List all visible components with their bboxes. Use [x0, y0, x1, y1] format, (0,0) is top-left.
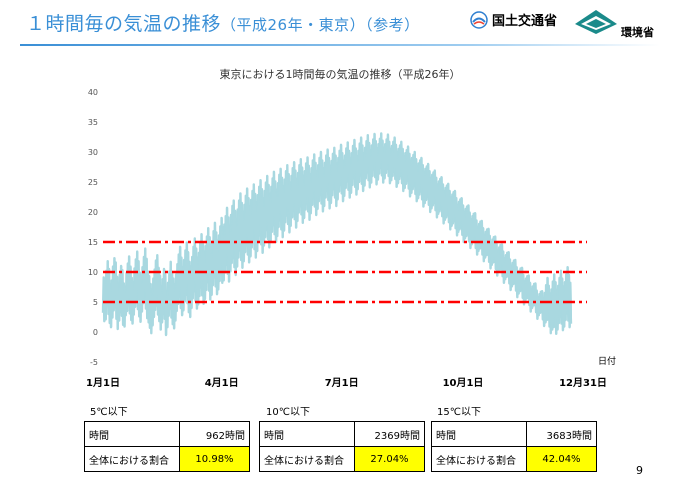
table-row: 時間 962時間 — [84, 421, 250, 447]
stat-table-15c: 時間 3683時間 全体における割合 42.04% — [431, 421, 597, 472]
mlit-logo-text: 国土交通省 — [492, 14, 558, 29]
x-tick-label: 10月1日 — [443, 377, 484, 389]
page-number: 9 — [636, 464, 643, 477]
y-tick-label: 35 — [88, 118, 98, 127]
y-tick-label: 20 — [88, 208, 98, 217]
stat-label: 時間 — [84, 421, 180, 447]
stat-heading-5c: 5℃以下 — [90, 407, 128, 418]
stat-percent: 10.98% — [179, 446, 250, 472]
stat-label: 時間 — [259, 421, 355, 447]
y-tick-label: 15 — [88, 238, 98, 247]
temperature-series — [101, 132, 573, 337]
x-axis: 1月1日 4月1日 7月1日 10月1日 12月31日 — [86, 377, 607, 389]
moe-logo-text: 環境省 — [621, 26, 654, 39]
stat-percent: 27.04% — [354, 446, 425, 472]
y-tick-label: 10 — [88, 268, 98, 277]
table-row: 全体における割合 27.04% — [259, 446, 425, 472]
stat-label: 全体における割合 — [259, 446, 355, 472]
reference-lines — [103, 240, 587, 304]
stat-value: 2369時間 — [354, 421, 425, 447]
chart-title: 東京における1時間毎の気温の推移（平成26年） — [220, 67, 461, 81]
stat-label: 全体における割合 — [84, 446, 180, 472]
stat-value: 962時間 — [179, 421, 250, 447]
x-tick-label: 12月31日 — [559, 377, 607, 389]
stat-heading-10c: 10℃以下 — [266, 407, 310, 418]
temperature-chart: 東京における1時間毎の気温の推移（平成26年） -5 0 5 10 15 20 25 30 35… — [86, 67, 616, 389]
table-row: 全体における割合 42.04% — [431, 446, 597, 472]
mlit-logo: 国土交通省 — [470, 10, 557, 29]
y-tick-label: 5 — [93, 298, 98, 307]
stat-table-5c: 時間 962時間 全体における割合 10.98% — [84, 421, 250, 472]
y-tick-label: 25 — [88, 178, 98, 187]
slide-title-sub: （平成26年・東京）（参考） — [221, 16, 420, 34]
stat-label: 全体における割合 — [431, 446, 527, 472]
stat-percent: 42.04% — [526, 446, 597, 472]
stat-heading-15c: 15℃以下 — [437, 407, 481, 418]
x-tick-label: 4月1日 — [205, 377, 239, 389]
table-row: 全体における割合 10.98% — [84, 446, 250, 472]
x-tick-label: 1月1日 — [86, 377, 120, 389]
y-tick-label: 40 — [88, 88, 98, 97]
mlit-emblem-icon — [470, 10, 488, 29]
y-tick-label: 0 — [93, 328, 98, 337]
y-tick-label: -5 — [90, 358, 98, 367]
stat-table-10c: 時間 2369時間 全体における割合 27.04% — [259, 421, 425, 472]
stat-value: 3683時間 — [526, 421, 597, 447]
slide-title: １時間毎の気温の推移（平成26年・東京）（参考） — [26, 9, 420, 36]
stat-label: 時間 — [431, 421, 527, 447]
y-tick-label: 30 — [88, 148, 98, 157]
title-rule — [20, 44, 660, 46]
table-row: 時間 2369時間 — [259, 421, 425, 447]
x-axis-unit-label: 日付 — [598, 356, 616, 367]
temperature-series-line-fill — [103, 133, 573, 336]
y-axis: -5 0 5 10 15 20 25 30 35 40 — [88, 88, 98, 367]
slide-title-main: １時間毎の気温の推移 — [26, 13, 222, 35]
moe-logo: 環境省 — [573, 6, 673, 44]
moe-emblem-icon — [575, 10, 617, 34]
x-tick-label: 7月1日 — [325, 377, 359, 389]
table-row: 時間 3683時間 — [431, 421, 597, 447]
